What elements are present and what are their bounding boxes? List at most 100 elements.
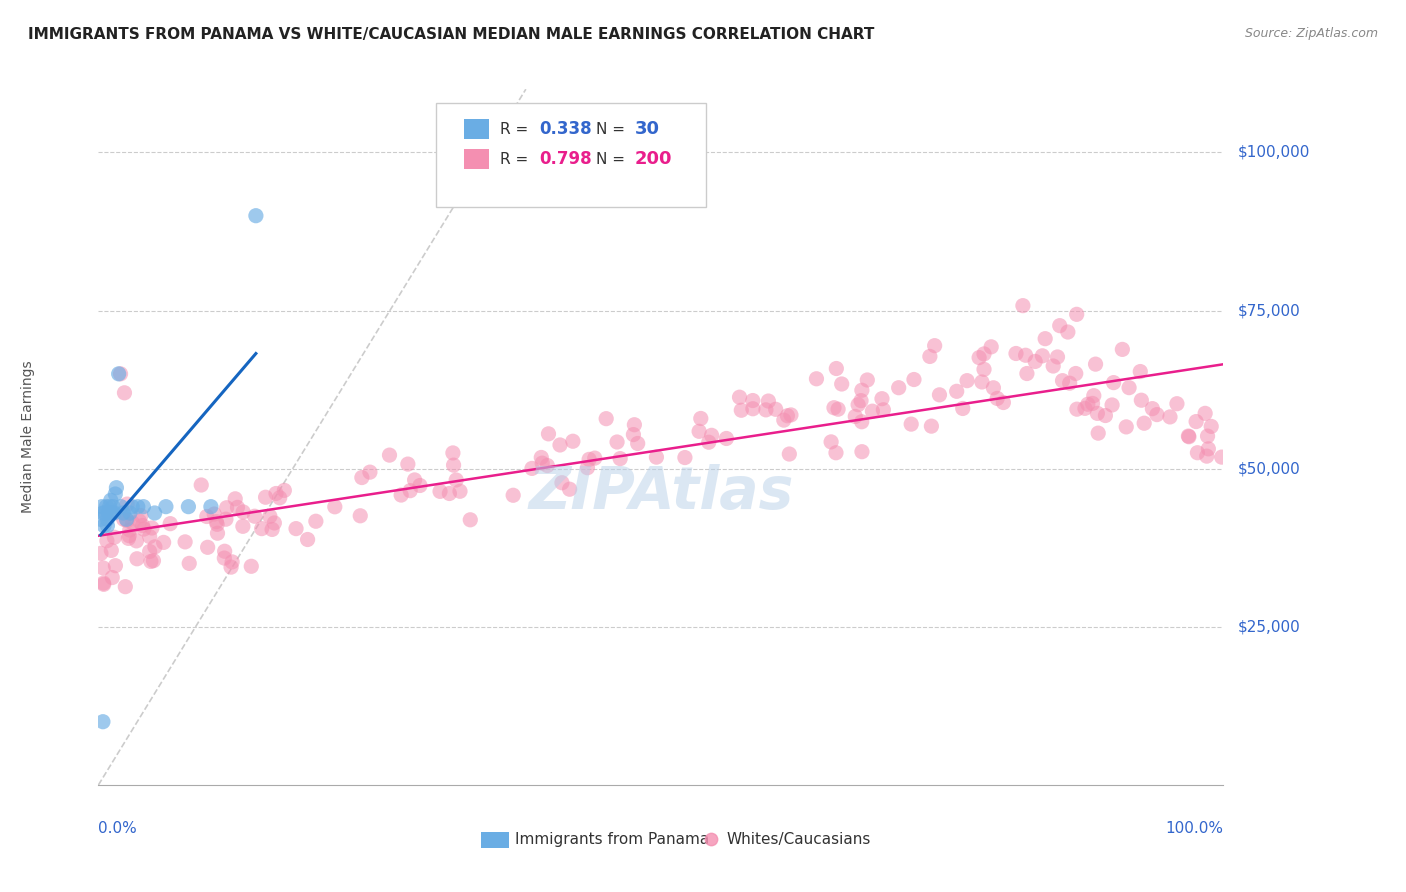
Point (860, 404, 883, 418)
Point (152, 535, 174, 549)
Point (127, 500, 149, 514)
Point (104, 487, 127, 501)
Point (132, 500, 155, 514)
Point (264, 486, 287, 500)
Point (1012, 299, 1035, 313)
Point (980, 340, 1002, 354)
Point (205, 517, 228, 532)
Point (214, 544, 236, 558)
Point (232, 519, 254, 533)
Point (623, 427, 645, 442)
Point (112, 512, 135, 526)
Point (114, 385, 136, 400)
Point (1046, 350, 1069, 364)
Point (350, 470, 373, 484)
Point (159, 516, 181, 531)
Point (1133, 416, 1156, 430)
Point (110, 367, 132, 381)
Point (97, 506, 120, 520)
Text: $100,000: $100,000 (1237, 145, 1309, 160)
Text: 0.798: 0.798 (540, 150, 592, 169)
Point (730, 403, 752, 417)
Point (887, 381, 910, 395)
Point (200, 500, 222, 514)
Point (900, 417, 922, 431)
Point (138, 544, 160, 558)
Point (128, 514, 150, 528)
Point (131, 518, 153, 533)
Point (700, 428, 723, 442)
Point (207, 526, 229, 541)
Text: $25,000: $25,000 (1237, 619, 1301, 634)
Text: R =: R = (501, 152, 533, 167)
Point (378, 448, 401, 462)
Point (141, 521, 163, 535)
Point (1024, 354, 1046, 368)
Point (90, 546, 112, 560)
Point (1185, 415, 1208, 429)
Point (93, 518, 115, 533)
Point (1101, 398, 1123, 412)
Point (179, 557, 201, 571)
Point (551, 475, 574, 490)
Text: Immigrants from Panama: Immigrants from Panama (515, 831, 709, 847)
Point (1187, 446, 1209, 460)
Point (101, 506, 124, 520)
Point (90, 500, 112, 514)
Point (1066, 402, 1088, 417)
Point (104, 558, 127, 573)
Point (114, 580, 136, 594)
Text: 100.0%: 100.0% (1166, 821, 1223, 836)
Point (91, 561, 114, 575)
Point (1142, 401, 1164, 416)
Point (945, 384, 967, 399)
Point (772, 413, 794, 427)
Point (537, 426, 560, 441)
Point (297, 533, 319, 547)
Point (1178, 430, 1201, 444)
Point (118, 523, 141, 537)
Point (155, 500, 177, 514)
Point (101, 500, 124, 514)
Point (583, 451, 606, 466)
Point (112, 506, 135, 520)
Point (970, 375, 993, 389)
Point (851, 383, 873, 397)
Point (776, 409, 799, 423)
Point (139, 554, 162, 568)
Point (399, 483, 422, 498)
Point (849, 393, 872, 408)
Point (1064, 367, 1087, 381)
Point (918, 350, 941, 364)
Point (1059, 376, 1081, 391)
Point (1197, 442, 1219, 456)
Point (117, 532, 139, 546)
Point (254, 490, 277, 504)
Point (215, 500, 238, 515)
Point (716, 432, 738, 446)
Point (831, 376, 853, 391)
Point (121, 516, 143, 530)
Point (697, 435, 720, 450)
Point (1077, 397, 1099, 411)
Point (1129, 365, 1152, 379)
Point (1094, 409, 1116, 423)
Point (1166, 397, 1188, 411)
Point (1118, 381, 1140, 395)
Point (1102, 376, 1125, 390)
Point (94, 506, 117, 520)
Point (673, 450, 696, 465)
Point (531, 456, 554, 470)
Point (240, 559, 263, 574)
Point (219, 560, 242, 574)
FancyBboxPatch shape (481, 832, 509, 847)
Point (870, 392, 893, 406)
Point (1081, 396, 1104, 410)
Point (103, 530, 125, 544)
Point (226, 500, 249, 515)
Point (105, 481, 128, 495)
Point (1159, 409, 1181, 424)
Text: N =: N = (596, 152, 630, 167)
Point (920, 419, 942, 434)
Point (993, 395, 1015, 409)
